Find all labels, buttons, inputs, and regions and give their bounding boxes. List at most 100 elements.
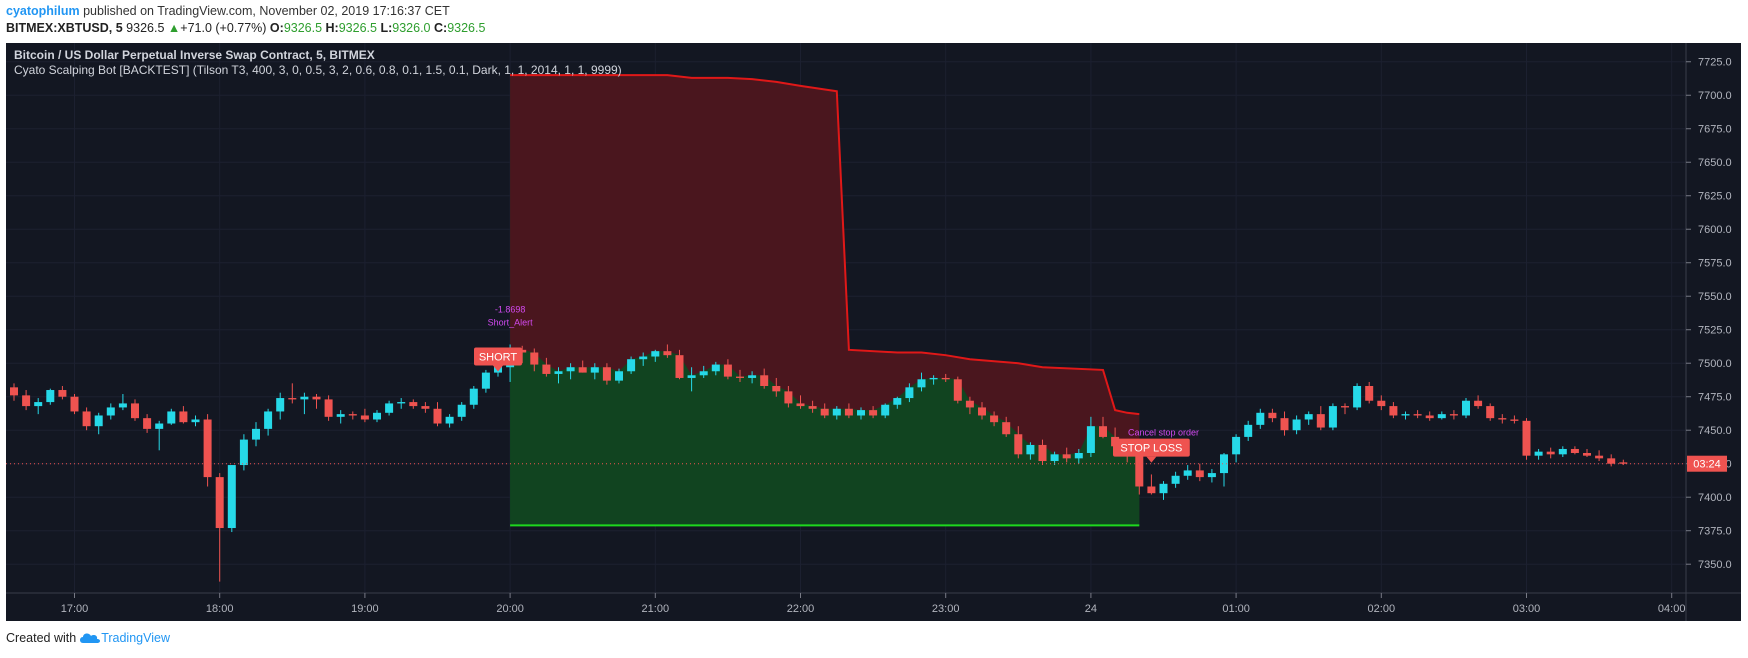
candle-body — [1002, 422, 1011, 435]
high-value: 9326.5 — [338, 21, 377, 35]
candle — [1522, 418, 1531, 460]
author-link[interactable]: cyatophilum — [6, 4, 80, 18]
candle-body — [929, 377, 938, 380]
candle — [554, 367, 563, 384]
price-tick-label: 7475.0 — [1698, 392, 1732, 404]
candle-body — [143, 418, 152, 429]
candle — [857, 407, 865, 420]
candle — [1232, 434, 1241, 463]
candle — [457, 402, 466, 421]
candle — [542, 357, 551, 377]
candle — [1437, 411, 1446, 420]
candle — [1062, 447, 1071, 463]
candle-body — [1232, 436, 1241, 455]
target-zone-fill — [510, 348, 1140, 526]
created-with-label: Created with — [6, 631, 77, 645]
candle — [1595, 450, 1604, 462]
candle — [941, 373, 950, 382]
price-tick-label: 7625.0 — [1698, 191, 1732, 203]
price-tick-label: 7350.0 — [1698, 559, 1732, 571]
candle — [264, 408, 273, 436]
candle — [469, 385, 478, 409]
candle-body — [736, 376, 744, 378]
candle — [1038, 439, 1047, 466]
candle-body — [70, 396, 79, 412]
time-axis[interactable]: 17:00 18:00 19:00 20:00 21:00 22:00 23:00 24 01:… — [61, 593, 1686, 615]
candle-body — [1413, 414, 1422, 416]
candle — [1425, 411, 1434, 421]
time-tick-label: 22:00 — [787, 603, 815, 615]
candle-body — [748, 375, 757, 378]
candle — [191, 415, 200, 427]
candle — [772, 377, 781, 397]
candle-body — [578, 367, 587, 373]
candle-body — [1026, 444, 1035, 455]
candle — [796, 395, 805, 409]
signal-label-box — [474, 347, 522, 366]
candle-body — [1099, 426, 1107, 437]
candle — [602, 363, 611, 385]
cloud-logo-icon — [80, 633, 101, 643]
candle — [1159, 481, 1168, 500]
candle — [1619, 459, 1628, 466]
candle-body — [167, 411, 176, 424]
candle-body — [990, 415, 999, 423]
price-tick-label: 7675.0 — [1698, 124, 1732, 136]
candle — [953, 376, 962, 404]
price-tick-label: 7600.0 — [1698, 224, 1732, 236]
candle — [1389, 402, 1398, 419]
candle — [832, 406, 841, 420]
candle-body — [1449, 414, 1458, 416]
trade-lines — [510, 74, 1140, 527]
candle-body — [893, 398, 902, 405]
signal-label-text: SHORT — [479, 352, 518, 364]
candle-body — [1195, 470, 1204, 478]
candle — [748, 371, 757, 384]
price-chart[interactable]: SHORT STOP LOSS -1.8698 Short_Alert Cancel s… — [6, 43, 1741, 621]
time-tick-label: 21:00 — [642, 603, 670, 615]
candle — [1195, 463, 1204, 482]
candle-body — [348, 414, 357, 416]
candle-body — [373, 412, 381, 420]
candle — [34, 398, 43, 415]
candle-body — [687, 375, 696, 378]
candle-body — [264, 411, 273, 429]
candle-body — [905, 387, 914, 399]
candle — [1546, 447, 1555, 459]
price-tick-label: 7500.0 — [1698, 358, 1732, 370]
stop-loss-line — [510, 74, 1140, 416]
price-tick-label: 7550.0 — [1698, 291, 1732, 303]
candle — [421, 402, 430, 413]
candle-body — [1159, 483, 1168, 494]
candle-body — [1462, 400, 1470, 416]
candle-body — [1583, 452, 1591, 456]
candle — [252, 422, 260, 447]
candle-body — [1401, 414, 1410, 416]
candle — [1583, 448, 1591, 458]
candle — [227, 465, 236, 533]
candle — [131, 399, 139, 421]
price-axis[interactable]: 7350.07375.07400.07425.07450.07475.07500… — [6, 57, 1732, 571]
candle — [373, 410, 381, 423]
tradingview-link[interactable]: TradingView — [79, 631, 170, 645]
candle-body — [227, 465, 236, 529]
close-value: 9326.5 — [447, 21, 486, 35]
alert-label: Short_Alert — [488, 318, 534, 328]
candle — [143, 414, 152, 433]
candle — [1050, 451, 1059, 466]
candle-body — [1353, 385, 1362, 408]
candle — [118, 394, 127, 411]
candle — [711, 361, 720, 376]
last-price-tag — [1687, 455, 1727, 472]
alert-label: -1.8698 — [495, 304, 526, 314]
candle — [929, 375, 938, 385]
indicator-title: Cyato Scalping Bot [BACKTEST] (Tilson T3… — [14, 63, 622, 77]
close-label: C: — [433, 21, 448, 35]
candle — [736, 369, 744, 382]
candle — [820, 403, 829, 419]
candle-body — [651, 351, 660, 357]
candle-body — [469, 388, 478, 405]
candle-body — [203, 419, 212, 478]
time-tick-label: 04:00 — [1658, 603, 1686, 615]
candle — [179, 406, 188, 424]
